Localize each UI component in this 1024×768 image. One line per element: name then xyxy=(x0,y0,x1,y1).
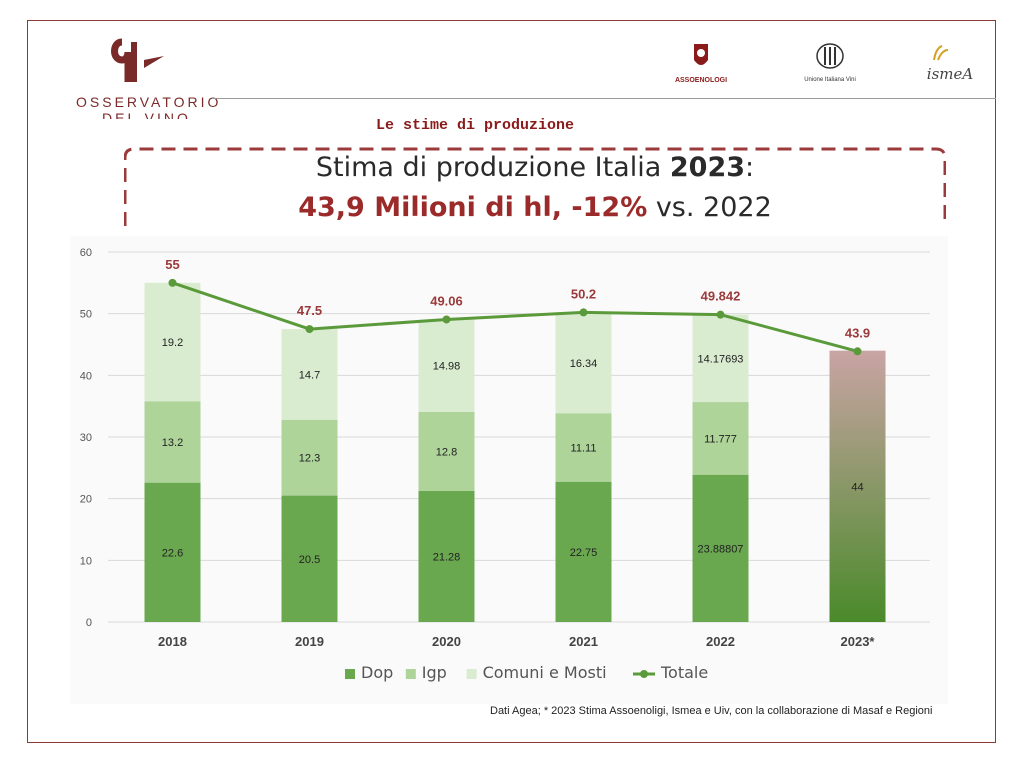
bar-data-label: 20.5 xyxy=(299,554,320,566)
bar-data-label: 21.28 xyxy=(433,551,461,563)
uiv-emblem-icon xyxy=(816,43,844,69)
totale-point xyxy=(305,325,314,334)
legend-label: Comuni e Mosti xyxy=(483,663,607,682)
bar-data-label: 23.88807 xyxy=(698,543,744,555)
totale-data-label: 43.9 xyxy=(845,325,870,340)
totale-line xyxy=(172,281,858,353)
y-tick-label: 0 xyxy=(86,617,92,629)
x-tick-label: 2019 xyxy=(295,634,324,649)
legend-label: Totale xyxy=(660,663,708,682)
bar-data-label: 12.3 xyxy=(299,453,320,465)
bar-data-label: 14.7 xyxy=(299,369,320,381)
bar-data-label: 12.8 xyxy=(436,446,457,458)
banner-line1: Stima di produzione Italia 2023: xyxy=(124,152,946,183)
logo-line2: DEL VINO xyxy=(102,110,191,119)
legend-swatch xyxy=(466,669,477,679)
legend-swatch xyxy=(405,669,416,679)
y-tick-label: 40 xyxy=(80,370,92,382)
assoenologi-crest-icon xyxy=(694,44,708,65)
x-tick-label: 2022 xyxy=(706,634,735,649)
totale-data-label: 55 xyxy=(165,257,179,272)
bar-segment-igp xyxy=(418,411,475,491)
x-tick-label: 2018 xyxy=(158,634,187,649)
ismea-leaf-icon xyxy=(933,45,949,61)
totale-data-label: 49.06 xyxy=(430,293,463,308)
bar-data-label: 16.34 xyxy=(570,358,598,370)
bar-data-label: 13.2 xyxy=(162,437,183,449)
bar-segment-comuni-e-mosti xyxy=(418,319,475,412)
bar-segment-igp xyxy=(692,402,749,475)
y-tick-label: 10 xyxy=(80,555,92,567)
totale-point xyxy=(442,315,451,324)
headline-banner: Stima di produzione Italia 2023: 43,9 Mi… xyxy=(124,146,946,230)
bar-segment-igp xyxy=(144,401,201,483)
totale-point xyxy=(168,278,177,287)
bar-segment-dop xyxy=(144,482,201,622)
uiv-label: Unione Italiana Vini xyxy=(804,77,856,83)
assoenologi-label: ASSOENOLOGI xyxy=(674,77,728,84)
osservatorio-logo-icon xyxy=(111,38,164,82)
totale-data-label: 50.2 xyxy=(571,286,596,301)
legend-line-marker xyxy=(640,670,648,678)
slide-subtitle: Le stime di produzione xyxy=(376,117,575,134)
banner-dashed-border xyxy=(124,147,946,226)
totale-point xyxy=(716,310,725,319)
bar-data-label: 22.6 xyxy=(162,547,183,559)
banner-line1-suffix: : xyxy=(745,152,755,183)
totale-point xyxy=(853,347,862,356)
y-tick-label: 60 xyxy=(80,247,92,259)
source-note: Dati Agea; * 2023 Stima Assoenoligi, Ism… xyxy=(490,705,933,717)
assoenologi-logo: ASSOENOLOGI xyxy=(672,42,730,86)
legend-label: Dop xyxy=(361,663,393,682)
production-chart: 0 10 20 30 40 50 60 22.6 13.2 19.2 2018 20.5 12.3 14.… xyxy=(70,236,948,704)
banner-line2-suffix: vs. 2022 xyxy=(647,192,772,223)
y-tick-label: 20 xyxy=(80,494,92,506)
totale-data-label: 49.842 xyxy=(701,289,741,304)
banner-line2: 43,9 Milioni di hl, -12% vs. 2022 xyxy=(124,192,946,223)
legend-swatch xyxy=(345,669,355,679)
bar-segment-dop xyxy=(418,490,475,622)
bar-data-label: 14.17693 xyxy=(698,353,744,365)
x-tick-label: 2020 xyxy=(432,634,461,649)
legend-label: Igp xyxy=(422,663,447,682)
header-rule xyxy=(212,98,996,99)
bar-segment-comuni-e-mosti xyxy=(144,282,201,402)
ismea-label: ismeA xyxy=(926,65,974,83)
bar-data-label: 44 xyxy=(851,481,863,493)
bar-segment-dop xyxy=(692,474,749,622)
production-chart-svg: 0 10 20 30 40 50 60 22.6 13.2 19.2 2018 20.5 12.3 14.… xyxy=(80,247,930,682)
ismea-logo: ismeA xyxy=(920,42,980,86)
banner-year: 2023 xyxy=(669,152,746,183)
bar-data-label: 19.2 xyxy=(162,337,183,349)
y-tick-label: 50 xyxy=(80,309,92,321)
totale-data-label: 47.5 xyxy=(297,303,322,318)
totale-point xyxy=(579,308,588,317)
y-tick-label: 30 xyxy=(80,432,92,444)
bar-segment-comuni-e-mosti xyxy=(281,329,338,420)
bar-segment-igp xyxy=(281,419,338,496)
logo-line1: OSSERVATORIO xyxy=(76,94,222,110)
bar-segment-dop xyxy=(281,495,338,622)
uiv-logo: Unione Italiana Vini xyxy=(800,42,860,86)
bar-segment-igp xyxy=(555,413,612,482)
bar-data-label: 14.98 xyxy=(433,361,461,373)
bar-data-label: 11.11 xyxy=(571,442,597,454)
slide-frame xyxy=(27,20,996,743)
bar-segment-dop xyxy=(555,481,612,622)
banner-line1-prefix: Stima di produzione Italia xyxy=(315,152,670,183)
bar-estimate-2023 xyxy=(829,350,886,622)
x-tick-label: 2023* xyxy=(841,634,876,649)
bar-data-label: 22.75 xyxy=(570,547,598,559)
banner-highlight: 43,9 Milioni di hl, -12% xyxy=(298,192,648,223)
osservatorio-logo-text: OSSERVATORIO DEL VINO xyxy=(76,94,218,119)
x-tick-label: 2021 xyxy=(569,634,598,649)
bar-segment-comuni-e-mosti xyxy=(555,312,612,414)
bar-data-label: 11.777 xyxy=(704,433,737,445)
bar-segment-comuni-e-mosti xyxy=(692,314,749,403)
